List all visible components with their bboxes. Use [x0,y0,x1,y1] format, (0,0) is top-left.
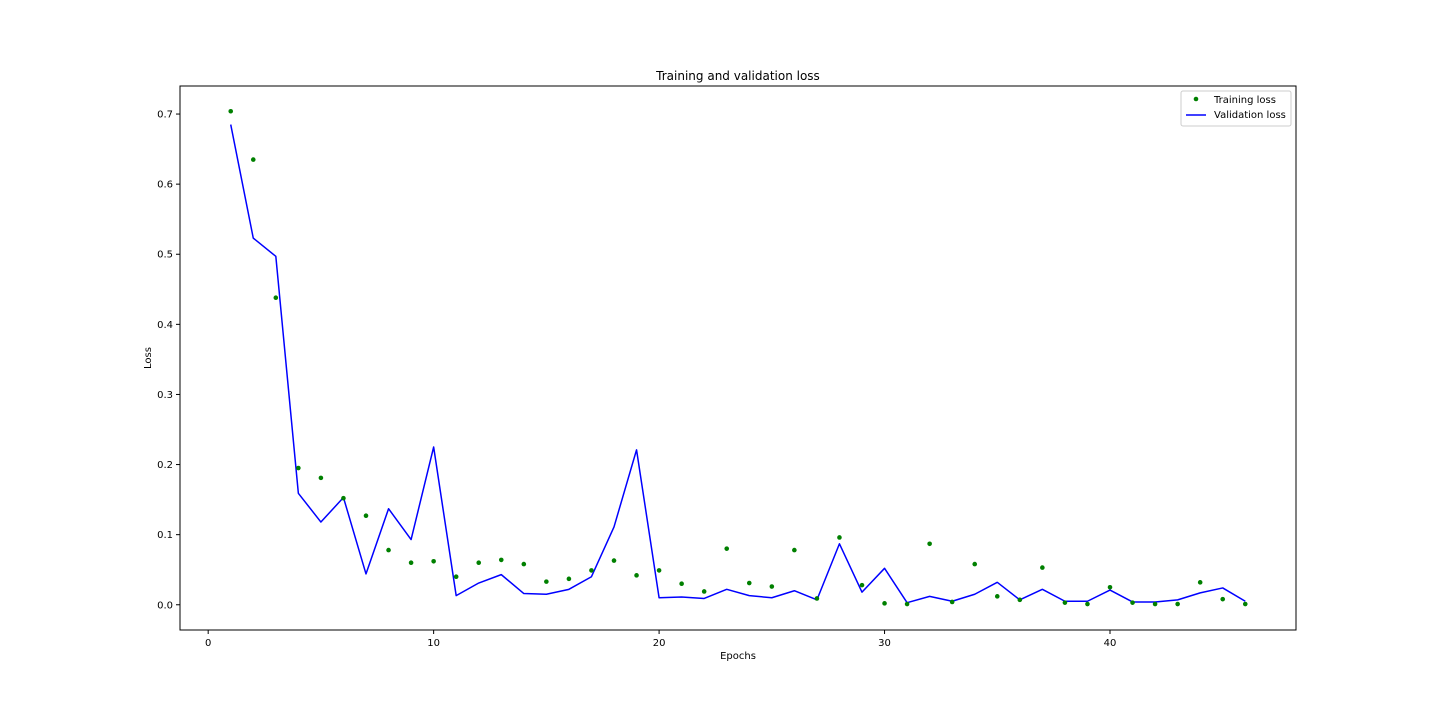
training-loss-point [250,157,256,162]
training-loss-point [949,599,955,605]
y-tick-label: 0.5 [157,250,173,261]
training-loss-point [566,576,572,582]
training-loss-point [1107,584,1113,590]
training-loss-point [363,513,369,519]
training-loss-point [408,560,414,565]
training-loss-point [273,295,279,301]
training-loss-point [701,589,707,594]
legend-box [1180,90,1292,127]
training-loss-point [521,561,527,567]
x-tick-label: 20 [653,638,666,649]
training-loss-point [341,495,346,501]
x-tick-label: 10 [427,638,440,649]
training-loss-point [904,601,910,607]
training-loss-point [498,557,504,563]
training-loss-point [792,547,797,553]
y-axis-label: Loss [143,347,154,369]
training-loss-point [611,558,617,563]
training-loss-point [1152,601,1158,607]
legend-label-validation: Validation loss [1214,110,1286,121]
training-loss-point [386,547,391,553]
y-tick-label: 0.6 [157,180,173,191]
training-loss-point [769,584,775,589]
training-loss-point [634,573,639,578]
legend: Training loss Validation loss [1180,90,1292,127]
training-loss-point [656,568,662,573]
training-loss-point [1062,600,1068,605]
training-loss-point [476,560,482,565]
training-loss-point [453,574,459,580]
training-loss-point [1242,601,1248,607]
training-loss-point [1220,596,1226,602]
training-loss-point [679,581,684,587]
y-tick-label: 0.4 [157,320,173,331]
training-loss-point [1017,597,1023,603]
legend-marker-training [1193,96,1199,102]
x-tick-label: 40 [1104,638,1117,649]
training-loss-point [837,535,842,540]
training-loss-point [994,594,1000,599]
y-tick-label: 0.2 [157,460,173,471]
legend-label-training: Training loss [1213,95,1276,106]
chart-title: Training and validation loss [655,69,820,83]
training-loss-point [972,561,978,567]
training-loss-point [814,596,820,601]
training-loss-point [296,465,301,471]
axes-frame [179,85,1297,631]
training-loss-point [882,601,887,606]
training-loss-point [589,568,594,573]
x-axis-label: Epochs [720,651,756,662]
validation-loss-line [229,124,1246,604]
training-loss-point [431,559,436,564]
training-loss-point [1085,601,1090,607]
y-tick-label: 0.7 [157,110,173,121]
training-loss-point [1197,580,1203,585]
y-tick-label: 0.0 [157,600,173,611]
plot-area [228,108,1248,607]
x-tick-label: 0 [205,638,211,649]
training-loss-point [544,579,549,584]
y-axis: 0.0 0.1 0.2 0.3 0.4 0.5 0.6 0.7 [157,110,180,611]
training-loss-point [318,475,324,481]
training-loss-point [1175,601,1180,607]
training-loss-point [724,546,730,551]
training-loss-point [228,108,234,114]
x-tick-label: 30 [878,638,891,649]
x-axis: 0 10 20 30 40 [205,630,1116,649]
training-loss-point [927,541,932,547]
y-tick-label: 0.3 [157,390,173,401]
training-loss-point [1130,600,1135,605]
training-loss-point [859,582,865,588]
training-loss-point [746,580,752,586]
training-loss-point [1040,565,1045,570]
y-tick-label: 0.1 [157,530,173,541]
